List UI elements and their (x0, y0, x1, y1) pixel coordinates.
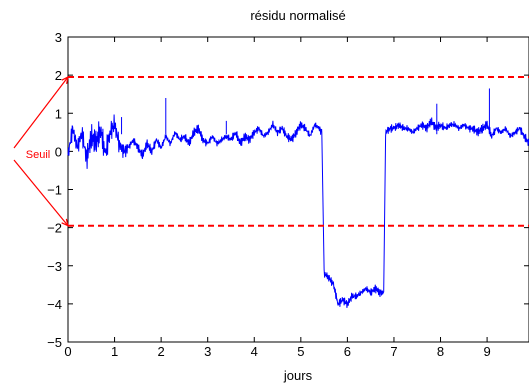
residual-series (67, 114, 529, 308)
chart-title: résidu normalisé (250, 8, 345, 23)
y-tick-label: −1 (47, 183, 62, 198)
annotation-arrow (13, 159, 69, 227)
x-axis: 0 1 2 3 4 5 6 7 8 9 (64, 37, 491, 359)
x-tick-label: 0 (64, 344, 71, 359)
plot-frame (67, 36, 529, 343)
x-tick-label: 4 (251, 344, 258, 359)
x-tick-label: 8 (437, 344, 444, 359)
y-tick-label: −3 (47, 259, 62, 274)
x-tick-label: 9 (483, 344, 490, 359)
x-tick-label: 6 (344, 344, 351, 359)
y-tick-label: 0 (55, 144, 62, 159)
x-axis-label: jours (283, 368, 313, 383)
threshold-annotation: Seuil (13, 75, 69, 227)
annotation-arrowhead (61, 218, 69, 227)
y-tick-label: 2 (55, 68, 62, 83)
x-tick-label: 5 (297, 344, 304, 359)
x-tick-label: 1 (111, 344, 118, 359)
x-tick-label: 2 (158, 344, 165, 359)
annotation-arrow (13, 76, 69, 149)
y-axis: −5 −4 −3 −2 −1 0 1 2 3 (47, 30, 529, 350)
annotation-label: Seuil (26, 149, 50, 161)
x-tick-label: 3 (204, 344, 211, 359)
y-tick-label: −2 (47, 221, 62, 236)
y-tick-label: 1 (55, 106, 62, 121)
plot-area (67, 76, 529, 308)
x-tick-label: 7 (390, 344, 397, 359)
y-tick-label: 3 (55, 30, 62, 45)
annotation-arrowhead (61, 75, 69, 85)
y-tick-label: −5 (47, 335, 62, 350)
y-tick-label: −4 (47, 297, 62, 312)
